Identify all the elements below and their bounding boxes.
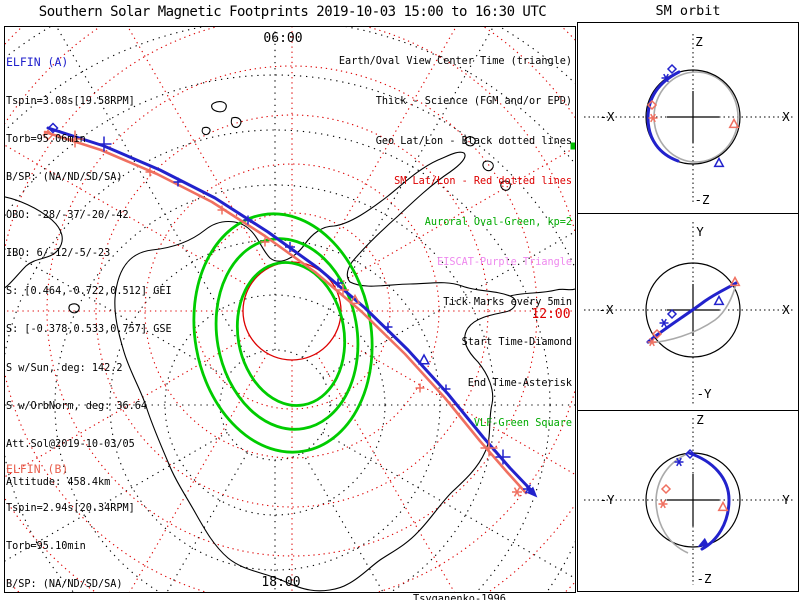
orbit2-label-bottom: -Y <box>696 386 712 401</box>
orbit2-earth <box>645 262 741 358</box>
elfin-b-info-block: ELFIN (B) Tspin=2.94s[20.34RPM] Torb=95.… <box>6 437 172 600</box>
elfin-a-line: S w/Sun, deg: 142.2 <box>6 362 123 374</box>
orbit3-label-top: Z <box>696 412 704 427</box>
orbit3-label-right: Y <box>782 492 790 507</box>
elfin-a-line: Att.Sol@2019-10-03/05 <box>6 438 135 450</box>
legend-item: Start Time-Diamond <box>461 337 572 349</box>
map-border <box>4 26 576 593</box>
orbit-panels-static <box>584 34 793 585</box>
orbit1-label-left: -X <box>599 109 615 124</box>
legend-item: Geo Lat/Lon - Black dotted lines <box>375 136 572 148</box>
orbit3-label-bottom: -Z <box>696 571 712 586</box>
elfin-a-line: Torb=95.06min <box>6 133 86 145</box>
orbit1-earth <box>645 69 741 165</box>
legend-item: SM Lat/Lon - Red dotted lines <box>394 176 572 188</box>
legend-item: EISCAT-Purple Triangle <box>437 256 572 268</box>
orbit2-label-right: X <box>782 302 790 317</box>
orbit2-science-arc <box>646 281 738 344</box>
antarctica-coastline <box>5 101 575 592</box>
elfin-a-line: Altitude: 458.4km <box>6 476 111 488</box>
elfin-a-line: B/SP: (NA/ND/SD/SA) <box>6 172 123 184</box>
elfin-b-line: B/SP: (NA/ND/SD/SA) <box>6 579 123 591</box>
legend-item: Auroral Oval-Green, kp=2 <box>424 216 572 228</box>
elfin-b-line: Torb=95.10min <box>6 540 86 552</box>
legend: Earth/Oval View Center Time (triangle) T… <box>318 28 572 457</box>
elfin-a-line: S: [0.464,-0.722,0.512] GEI <box>6 286 172 298</box>
elfin-a-line: Tspin=3.08s[19.58RPM] <box>6 95 135 107</box>
orbit1-science-arc <box>646 70 681 163</box>
model-label: Tsyganenko-1996 <box>413 593 506 600</box>
sm-orbit-title: SM orbit <box>655 3 721 19</box>
panel-borders <box>4 22 799 593</box>
map-data <box>42 122 575 498</box>
orbit3-science-arc <box>687 451 731 551</box>
elfin-a-line: S: [-0.378,0.533,0.757] GSE <box>6 324 172 336</box>
orbit1-axes <box>584 34 793 205</box>
orbit-panel3-border <box>577 410 799 592</box>
elfin-a-name: ELFIN (A) <box>6 55 69 70</box>
orbit3-axes <box>584 418 793 585</box>
orbit2-label-top: Y <box>696 224 704 239</box>
footer: Tsyganenko-1996 Created: Wed Jan 25 20:5… <box>413 562 618 600</box>
elfin-a-line: S w/OrbNorm, deg: 36.64 <box>6 400 148 412</box>
elfin-a-line: IBO: 6/-12/-5/-23 <box>6 248 111 260</box>
mlt-label-top: 06:00 <box>263 31 302 46</box>
legend-item: Thick - Science (FGM and/or EPD) <box>375 96 572 108</box>
legend-item: Tick Marks every 5min <box>443 297 572 309</box>
mlt-label-right: 12:00 <box>531 307 570 322</box>
orbit1-cross <box>667 91 719 143</box>
orbit2-gray-arc <box>647 283 737 344</box>
elfin-b-line: Tspin=2.94s[20.34RPM] <box>6 502 135 514</box>
legend-item: VLF-Green Square <box>473 417 572 429</box>
orbit1-label-bottom: -Z <box>694 192 710 207</box>
legend-item: Earth/Oval View Center Time (triangle) <box>338 55 572 67</box>
map-grids <box>5 27 575 592</box>
elfin-a-line: OBO: -28/-37/-20/-42 <box>6 210 129 222</box>
legend-item: End Time-Asterisk <box>467 377 572 389</box>
orbit3-cross <box>667 474 719 526</box>
orbit2-label-left: -X <box>598 302 614 317</box>
orbit1-label-top: Z <box>695 34 703 49</box>
page-title: Southern Solar Magnetic Footprints 2019-… <box>38 4 547 20</box>
mlt-label-bottom: 18:00 <box>261 575 300 590</box>
elfin-b-name: ELFIN (B) <box>6 462 69 477</box>
orbit3-label-left: -Y <box>599 492 615 507</box>
orbit-axis-labels: Z -Z X -X Y -Y X -X Z -Z Y -Y <box>598 34 790 586</box>
orbit-markers <box>646 63 741 547</box>
orbit1-label-right: X <box>782 109 790 124</box>
orbit3-gray-arc <box>655 452 690 554</box>
elfin-a-info-block: ELFIN (A) Tspin=3.08s[19.58RPM] Torb=95.… <box>6 30 172 515</box>
